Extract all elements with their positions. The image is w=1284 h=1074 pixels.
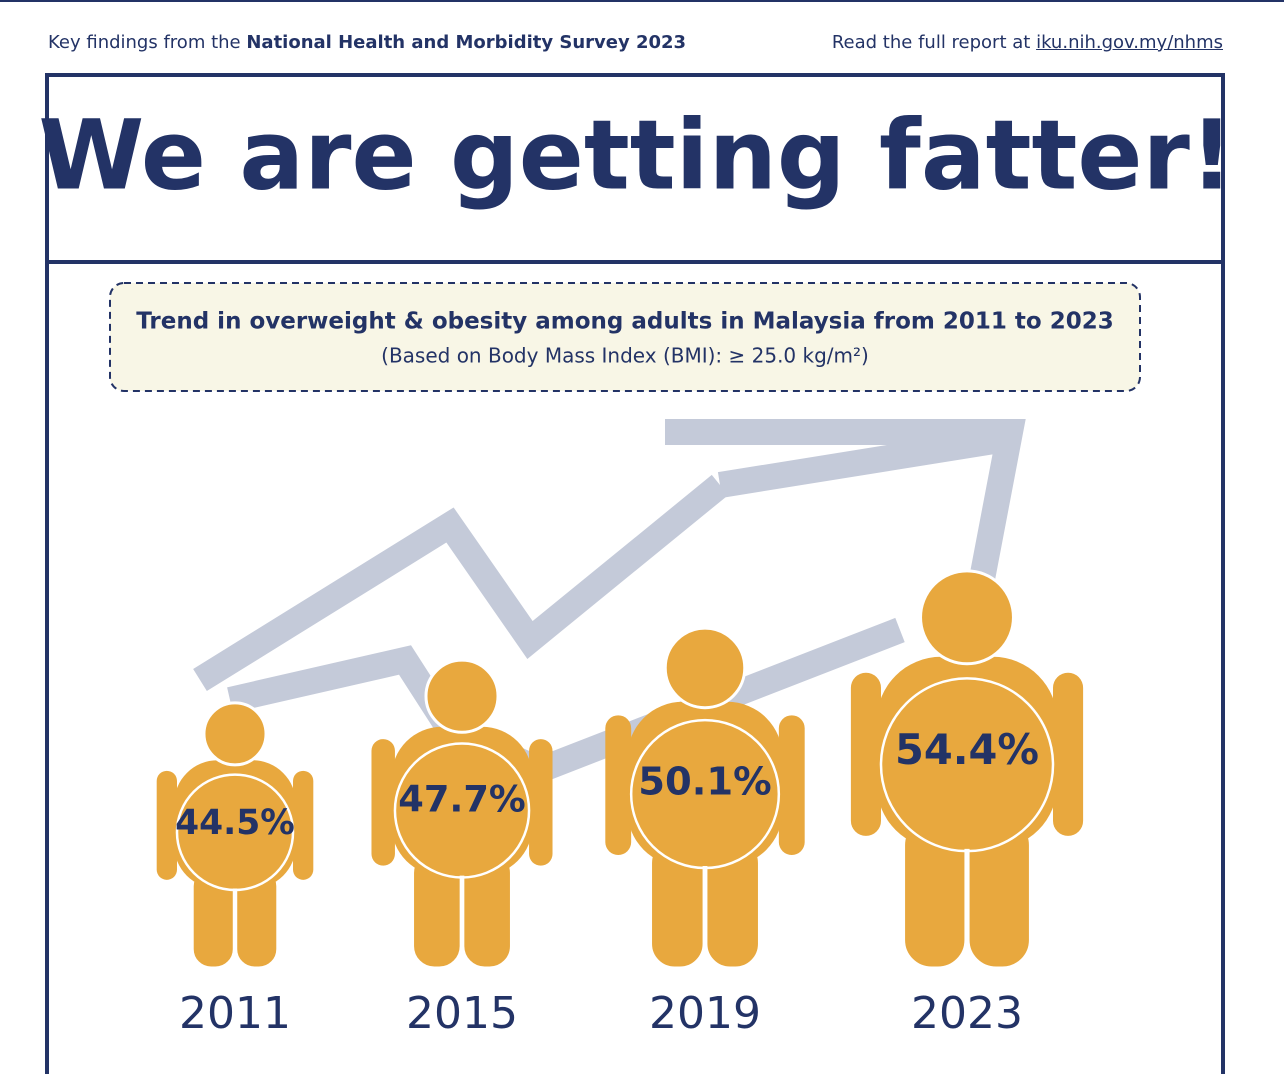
chart-title: We are getting fatter! <box>38 99 1233 211</box>
frame <box>45 73 1225 1074</box>
arrow-line <box>193 474 729 692</box>
body <box>876 656 1058 849</box>
report-link[interactable]: iku.nih.gov.my/nhms <box>1036 32 1223 53</box>
person-figure <box>605 626 805 970</box>
value-label: 54.4% <box>895 725 1039 774</box>
arrow-head <box>665 419 1026 603</box>
belly <box>629 718 781 870</box>
arm <box>293 770 314 880</box>
arm <box>850 672 881 836</box>
value-label: 44.5% <box>175 803 295 843</box>
belly <box>879 677 1055 853</box>
year-label: 2019 <box>649 988 761 1039</box>
year-label: 2023 <box>911 988 1023 1039</box>
head <box>202 701 268 767</box>
head <box>919 569 1015 666</box>
body <box>627 701 783 867</box>
arm <box>778 715 805 855</box>
arrow-line <box>717 427 1003 498</box>
belly <box>175 773 295 892</box>
arm <box>156 770 177 880</box>
survey-name: National Health and Morbidity Survey 202… <box>246 32 687 53</box>
header-right: Read the full report at iku.nih.gov.my/n… <box>832 32 1223 53</box>
header-text: Read the full report at <box>831 32 1031 53</box>
person-figure <box>371 658 553 970</box>
arm <box>1053 672 1084 836</box>
header-text: Key findings from the <box>48 32 241 53</box>
head <box>663 626 747 710</box>
arm <box>529 739 553 866</box>
body <box>391 726 533 876</box>
arm <box>605 715 632 855</box>
year-label: 2011 <box>179 988 291 1039</box>
value-label: 50.1% <box>638 759 771 804</box>
arm <box>371 739 395 866</box>
person-figure <box>156 701 314 970</box>
header-left: Key findings from the National Health an… <box>48 32 686 53</box>
belly <box>393 742 531 879</box>
chart-subtitle: Trend in overweight & obesity among adul… <box>136 309 1114 335</box>
value-label: 47.7% <box>398 778 526 821</box>
person-figure <box>850 569 1084 970</box>
subtitle-box <box>109 282 1141 392</box>
chart-note: (Based on Body Mass Index (BMI): ≥ 25.0 … <box>381 344 869 368</box>
year-label: 2015 <box>406 988 518 1039</box>
body <box>174 760 296 889</box>
head <box>424 658 500 734</box>
